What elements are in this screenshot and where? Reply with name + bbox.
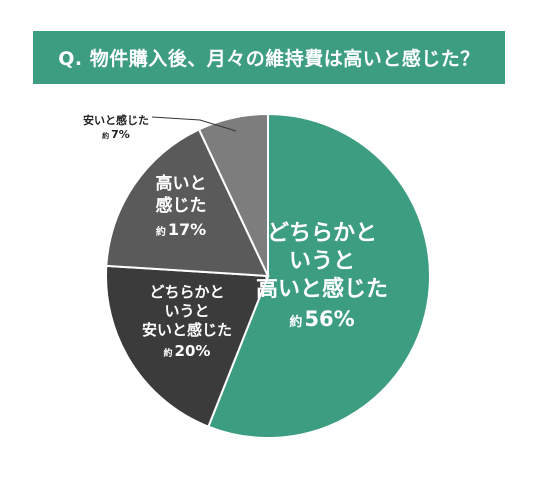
slice-label-line: いうと — [289, 249, 355, 274]
slice-label: どちらかというと高いと感じた約56% — [256, 221, 388, 331]
chart-title: Q. 物件購入後、月々の維持費は高いと感じた？ — [58, 48, 480, 70]
slice-label-line: 高いと — [156, 173, 207, 194]
slice-label: 安いと感じた約 7% — [83, 113, 149, 141]
slice-value-label: 約 20% — [164, 342, 211, 360]
slice-label-line: いうと — [164, 302, 209, 320]
pie-slice — [105, 128, 270, 278]
pie-slice — [105, 264, 270, 428]
slice-label-line: 感じた — [156, 195, 207, 216]
pie-slice — [207, 112, 431, 439]
slice-value-label: 約 7% — [102, 128, 130, 141]
pie-slice — [197, 112, 269, 277]
slice-label: どちらかというと安いと感じた約 20% — [142, 283, 232, 360]
slice-label-line: 安いと感じた — [142, 321, 232, 339]
slice-label-line: どちらかと — [267, 221, 377, 246]
leader-line — [151, 116, 237, 132]
slice-label-line: 高いと感じた — [256, 276, 388, 302]
slice-label-line: どちらかと — [149, 283, 224, 301]
slice-label: 高いと感じた約 17% — [156, 173, 207, 239]
slice-value-label: 約56% — [289, 307, 354, 331]
chart-title-bar: Q. 物件購入後、月々の維持費は高いと感じた？ — [33, 31, 505, 84]
slice-value-label: 約 17% — [156, 220, 206, 239]
slice-label-line: 安いと感じた — [83, 113, 149, 127]
